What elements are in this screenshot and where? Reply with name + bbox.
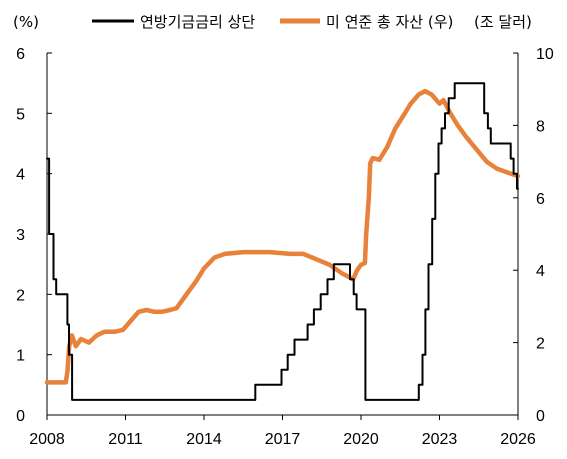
x-tick-label: 2023 — [422, 431, 458, 448]
right-axis-unit: (조 달러) — [474, 13, 532, 31]
x-tick-label: 2017 — [265, 431, 301, 448]
legend-label-fed-funds: 연방기금금리 상단 — [140, 13, 255, 31]
left-tick-label: 4 — [16, 167, 25, 184]
legend-label-fed-assets: 미 연준 총 자산 (우) — [326, 13, 453, 31]
right-tick-label: 6 — [536, 191, 545, 208]
left-tick-label: 5 — [16, 106, 25, 123]
legend: 연방기금금리 상단 미 연준 총 자산 (우) (조 달러) — [92, 13, 532, 31]
left-tick-label: 6 — [16, 46, 25, 63]
x-tick-label: 2026 — [500, 431, 536, 448]
left-tick-label: 3 — [16, 227, 25, 244]
x-tick-label: 2011 — [108, 431, 143, 448]
left-axis-unit: (%) — [13, 13, 39, 31]
x-tick-label: 2020 — [343, 431, 379, 448]
plot-area — [44, 82, 521, 401]
series-line-fed-assets — [44, 88, 521, 385]
right-tick-label: 10 — [536, 46, 554, 63]
right-tick-label: 2 — [536, 336, 545, 353]
x-tick-label: 2008 — [29, 431, 65, 448]
left-tick-label: 0 — [16, 408, 25, 425]
left-tick-label: 2 — [16, 287, 25, 304]
right-tick-label: 0 — [536, 408, 545, 425]
left-tick-label: 1 — [16, 348, 25, 365]
right-tick-label: 4 — [536, 263, 545, 280]
axes: 0 1 2 3 4 5 6 0 2 4 6 8 10 2008 2011 2014 2017 2020 2023 20… — [16, 46, 554, 448]
x-tick-label: 2014 — [186, 431, 222, 448]
right-tick-label: 8 — [536, 118, 545, 135]
series-line-fed-funds — [46, 82, 519, 401]
